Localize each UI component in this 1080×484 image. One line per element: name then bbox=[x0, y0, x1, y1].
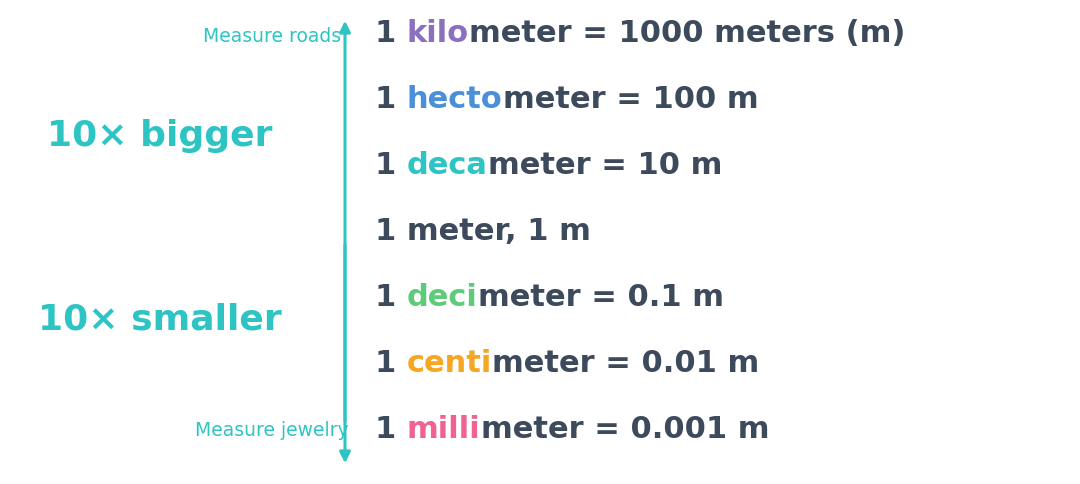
Text: 1: 1 bbox=[375, 415, 407, 444]
Text: meter = 10 m: meter = 10 m bbox=[488, 151, 723, 181]
Text: deci: deci bbox=[407, 284, 477, 313]
Text: 10× smaller: 10× smaller bbox=[38, 302, 282, 336]
Text: Measure jewelry: Measure jewelry bbox=[195, 422, 349, 440]
Text: 1: 1 bbox=[375, 19, 407, 48]
Text: meter = 0.1 m: meter = 0.1 m bbox=[477, 284, 724, 313]
Text: kilo: kilo bbox=[407, 19, 469, 48]
Text: 1: 1 bbox=[375, 284, 407, 313]
Text: 1 meter, 1 m: 1 meter, 1 m bbox=[375, 217, 591, 246]
Text: milli: milli bbox=[407, 415, 481, 444]
Text: 1: 1 bbox=[375, 151, 407, 181]
Text: meter = 1000 meters (m): meter = 1000 meters (m) bbox=[469, 19, 905, 48]
Text: deca: deca bbox=[407, 151, 488, 181]
Text: centi: centi bbox=[407, 349, 492, 378]
Text: meter = 0.01 m: meter = 0.01 m bbox=[492, 349, 759, 378]
Text: hecto: hecto bbox=[407, 86, 502, 115]
Text: 1: 1 bbox=[375, 349, 407, 378]
Text: 1: 1 bbox=[375, 86, 407, 115]
Text: 10× bigger: 10× bigger bbox=[48, 119, 273, 153]
Text: meter = 0.001 m: meter = 0.001 m bbox=[481, 415, 769, 444]
Text: Measure roads: Measure roads bbox=[203, 27, 341, 45]
Text: meter = 100 m: meter = 100 m bbox=[502, 86, 758, 115]
